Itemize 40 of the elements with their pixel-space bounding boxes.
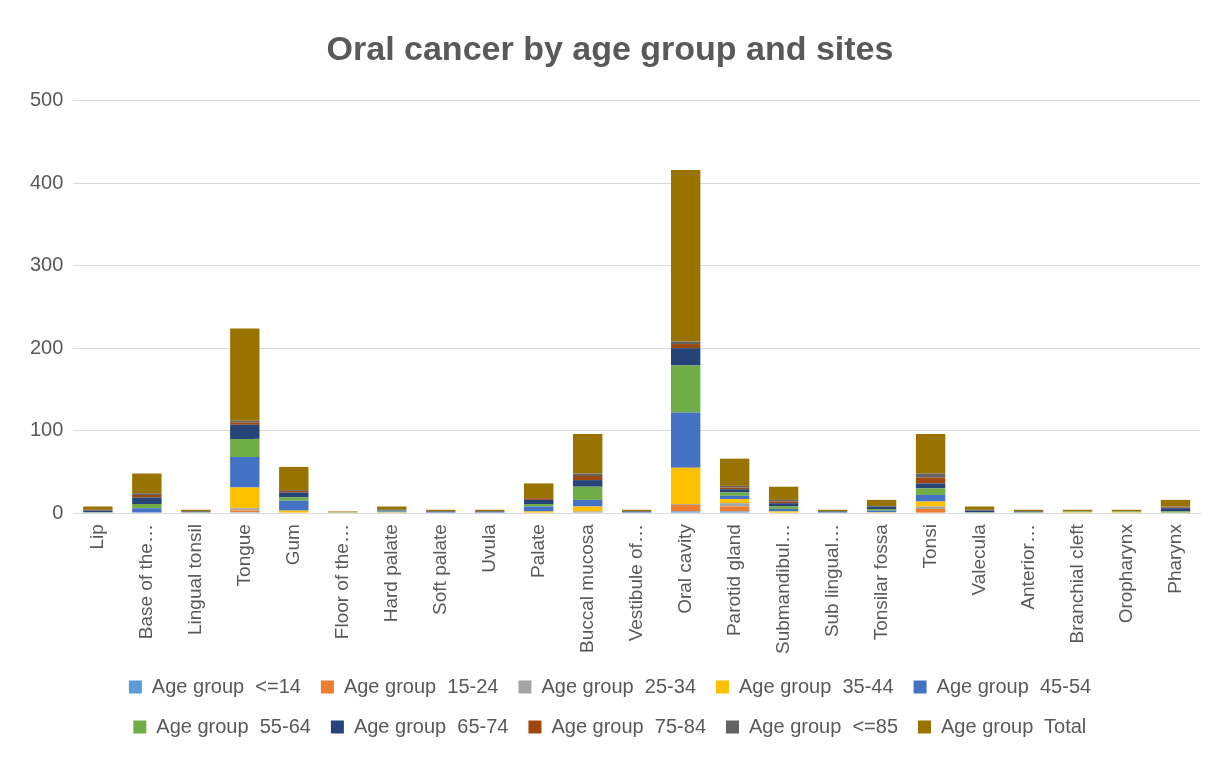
y-tick-label: 500 — [29, 88, 64, 111]
x-tick-label: Submandibul… — [771, 524, 793, 655]
x-tick-label: Valecula — [967, 523, 989, 596]
x-tick-label: Branchial cleft — [1065, 523, 1087, 644]
x-tick-label: Lip — [86, 524, 108, 550]
y-tick-label: 400 — [29, 170, 64, 193]
x-tick-label: Pharynx — [1163, 523, 1185, 594]
x-tick-label: Tonsilar fossa — [869, 523, 891, 641]
legend-label: Age group 15-24 — [343, 674, 499, 697]
legend-label: Age group 55-64 — [156, 714, 311, 737]
x-tick-label: Anterior… — [1016, 524, 1038, 610]
legend-label: Age group <=85 — [749, 714, 899, 737]
x-tick-label: Gum — [282, 524, 304, 566]
x-tick-label: Palate — [526, 524, 548, 578]
y-tick-label: 300 — [29, 253, 64, 276]
x-tick-label: Base of the… — [135, 524, 157, 640]
x-tick-label: Buccal mucosa — [575, 523, 597, 653]
x-tick-label: Uvula — [477, 523, 499, 573]
x-tick-label: Lingual tonsil — [184, 524, 206, 636]
legend-label: Age group Total — [941, 714, 1087, 737]
x-tick-label: Oropharynx — [1114, 523, 1136, 624]
x-tick-label: Vestibule of… — [624, 524, 646, 642]
x-tick-label: Hard palate — [380, 524, 401, 623]
x-tick-label: Soft palate — [428, 524, 450, 615]
x-tick-label: Oral cavity — [673, 523, 695, 614]
x-tick-label: Sub lingual… — [820, 524, 842, 638]
legend-label: Age group 45-54 — [936, 674, 1092, 697]
chart-title: Oral cancer by age group and sites — [326, 28, 894, 67]
legend-label: Age group 35-44 — [739, 674, 894, 697]
y-tick-label: 200 — [29, 335, 64, 358]
legend-label: Age group <=14 — [151, 674, 301, 697]
x-tick-label: Tonsi — [918, 524, 940, 569]
legend-label: Age group 25-34 — [541, 674, 697, 697]
y-tick-label: 0 — [52, 500, 64, 523]
x-tick-label: Floor of the… — [331, 524, 353, 640]
x-tick-label: Tongue — [233, 524, 255, 587]
legend-label: Age group 75-84 — [551, 714, 707, 737]
y-tick-label: 100 — [29, 418, 64, 441]
x-tick-label: Parotid gland — [722, 524, 744, 637]
legend-label: Age group 65-74 — [353, 714, 509, 737]
